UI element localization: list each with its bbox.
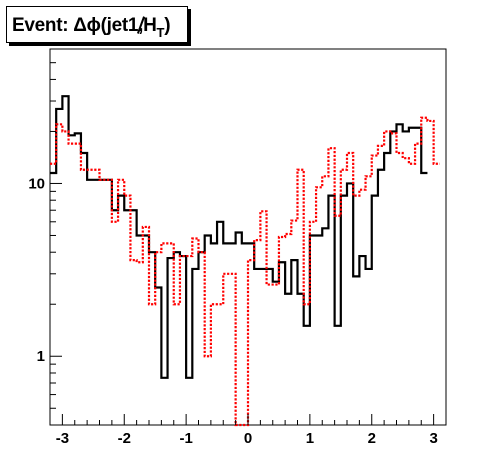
series-line-1 bbox=[50, 116, 440, 427]
title-phi: ϕ bbox=[86, 15, 101, 36]
y-tick-label: 1 bbox=[37, 348, 45, 365]
series-line-0 bbox=[50, 95, 428, 379]
y-tick-label: 10 bbox=[28, 175, 45, 192]
title-subscript: T bbox=[156, 25, 165, 40]
x-tick-label: 2 bbox=[368, 430, 376, 447]
axis-layer: -3 -2 -1 0 1 2 3 1 10 bbox=[28, 48, 447, 447]
x-tick-label: 1 bbox=[306, 430, 314, 447]
title-delta: Δ bbox=[73, 15, 87, 36]
x-tick-label: -1 bbox=[179, 430, 192, 447]
x-tick-label: 3 bbox=[429, 430, 437, 447]
x-tick-label: 0 bbox=[244, 430, 252, 447]
title-prefix: Event: bbox=[12, 15, 74, 36]
series-layer bbox=[50, 95, 440, 427]
chart-title-box: Event: Δϕ(jet1,HT) bbox=[6, 6, 188, 43]
chart-title: Event: Δϕ(jet1,HT) bbox=[12, 15, 171, 40]
title-close: ) bbox=[164, 15, 171, 36]
title-ht: H bbox=[143, 15, 157, 36]
title-args: (jet1, bbox=[100, 15, 144, 36]
x-tick-label: -3 bbox=[56, 430, 69, 447]
x-tick-label: -2 bbox=[118, 430, 131, 447]
